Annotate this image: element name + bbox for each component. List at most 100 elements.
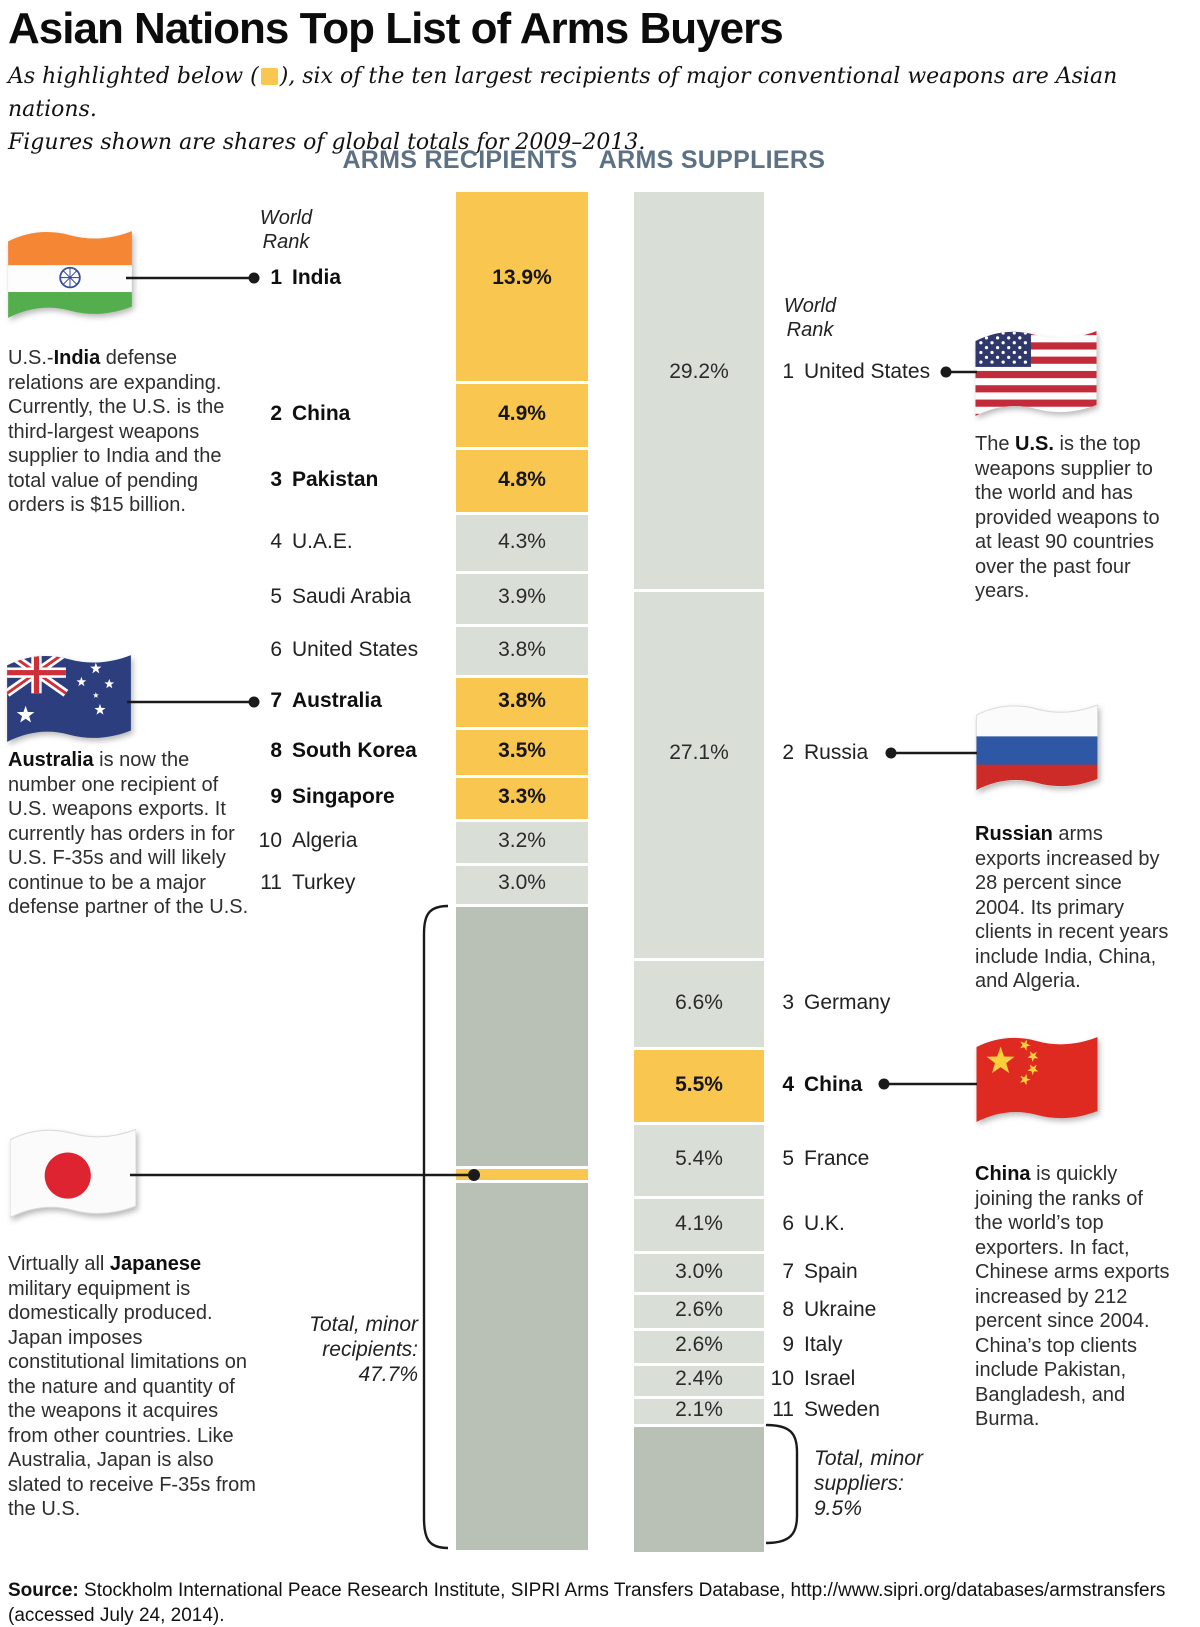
minor-suppliers-total-label: Total, minor suppliers: 9.5% [814, 1447, 923, 1520]
country-name: Israel [804, 1367, 856, 1391]
recipients-segment-saudi-arabia [456, 570, 588, 624]
china-annotation: China is quickly joining the ranks of th… [975, 1163, 1170, 1430]
recipients-segment-u-a-e [456, 512, 588, 571]
suppliers-segment-russia [634, 589, 764, 958]
suppliers-stacked-bar [634, 192, 764, 1552]
suppliers-row-united-states: 1 United States [768, 358, 988, 386]
country-name: Ukraine [804, 1297, 877, 1321]
rank-number: 1 [782, 360, 794, 383]
suppliers-segment-sweden [634, 1395, 764, 1425]
rank-number: 3 [782, 990, 794, 1014]
australia-annotation: Australia is now the number one recipien… [8, 749, 249, 918]
suppliers-segment-ukraine [634, 1292, 764, 1328]
suppliers-pct-china: 5.5% [675, 1072, 723, 1096]
suppliers-pct-sweden: 2.1% [675, 1397, 723, 1421]
japan-highlight-marker [456, 1166, 588, 1184]
country-name: Russia [804, 741, 869, 764]
suppliers-row-italy: 9 Italy [768, 1331, 988, 1359]
recipients-row-u-a-e: 4 U.A.E. [248, 528, 448, 556]
page-title: Asian Nations Top List of Arms Buyers [8, 4, 784, 53]
country-name: Italy [804, 1333, 843, 1357]
recipients-row-pakistan: 3 Pakistan [248, 466, 448, 494]
india-flag-icon [8, 231, 132, 318]
suppliers-segment-spain [634, 1251, 764, 1293]
recipients-pct-pakistan: 4.8% [498, 467, 546, 491]
suppliers-column-header: ARMS SUPPLIERS [598, 146, 826, 174]
recipients-pct-u-a-e: 4.3% [498, 529, 546, 553]
rank-number: 11 [772, 1397, 794, 1421]
recipients-row-south-korea: 8 South Korea [248, 737, 448, 765]
rank-number: 3 [270, 467, 282, 491]
recipients-segment-south-korea [456, 726, 588, 775]
country-name: Singapore [292, 784, 395, 808]
world-rank-label-suppliers: World Rank [783, 295, 837, 341]
rank-number: 6 [782, 1211, 794, 1235]
rank-number: 10 [770, 1367, 794, 1391]
rank-number: 9 [270, 784, 282, 808]
suppliers-pct-germany: 6.6% [675, 990, 723, 1014]
country-name: China [804, 1072, 863, 1096]
recipients-row-singapore: 9 Singapore [248, 783, 448, 811]
country-name: China [292, 402, 351, 426]
recipients-pct-algeria: 3.2% [498, 829, 546, 853]
china-flag-icon [976, 1037, 1098, 1122]
recipients-pct-south-korea: 3.5% [498, 738, 546, 762]
rank-number: 11 [260, 871, 282, 895]
recipients-segment-india [456, 192, 588, 381]
suppliers-row-ukraine: 8 Ukraine [768, 1296, 988, 1324]
rank-number: 9 [782, 1333, 794, 1357]
suppliers-segment-israel [634, 1362, 764, 1396]
rank-number: 5 [782, 1146, 794, 1170]
recipients-segment-turkey [456, 862, 588, 904]
country-name: France [804, 1146, 870, 1170]
country-name: Australia [292, 689, 382, 713]
suppliers-pct-united-states: 29.2% [669, 360, 729, 383]
country-name: South Korea [292, 738, 417, 762]
recipients-row-saudi-arabia: 5 Saudi Arabia [248, 583, 448, 611]
rank-number: 7 [270, 689, 282, 713]
country-name: U.K. [804, 1211, 845, 1235]
suppliers-segment-total-minor-suppliers [634, 1424, 764, 1552]
recipients-segment-china [456, 380, 588, 448]
country-name: Saudi Arabia [292, 585, 412, 609]
rank-number: 8 [270, 738, 282, 762]
recipients-pct-china: 4.9% [498, 402, 546, 426]
suppliers-segment-germany [634, 957, 764, 1048]
minor-recipients-bracket [422, 904, 449, 1550]
recipients-pct-united-states: 3.8% [498, 637, 546, 661]
suppliers-pct-u-k: 4.1% [675, 1211, 723, 1235]
recipients-pct-singapore: 3.3% [498, 784, 546, 808]
india-annotation: U.S.-India defense relations are expandi… [8, 347, 225, 516]
japan-flag-icon [10, 1128, 136, 1219]
suppliers-pct-italy: 2.6% [675, 1333, 723, 1357]
recipients-segment-total-minor-recipients [456, 903, 588, 1550]
recipients-column-header: ARMS RECIPIENTS [342, 146, 578, 174]
rank-number: 8 [782, 1297, 794, 1321]
rank-number: 1 [270, 266, 282, 289]
country-name: Turkey [292, 871, 356, 895]
world-rank-label-recipients: World Rank [259, 207, 313, 253]
country-name: United States [292, 637, 419, 661]
recipients-pct-saudi-arabia: 3.9% [498, 585, 546, 609]
rank-number: 4 [270, 529, 282, 553]
us-flag-icon [975, 331, 1097, 416]
rank-number: 2 [270, 402, 282, 426]
suppliers-segment-u-k [634, 1195, 764, 1252]
suppliers-pct-france: 5.4% [675, 1146, 723, 1170]
subtitle-post: ), six of the ten largest recipients of … [8, 64, 1118, 122]
country-name: India [292, 266, 342, 289]
rank-number: 10 [258, 829, 282, 853]
recipients-pct-india: 13.9% [492, 266, 552, 289]
suppliers-segment-france [634, 1122, 764, 1196]
subtitle-pre: As highlighted below ( [8, 64, 259, 89]
country-name: Sweden [804, 1397, 880, 1421]
rank-number: 6 [270, 637, 282, 661]
suppliers-segment-italy [634, 1327, 764, 1363]
recipients-row-australia: 7 Australia [248, 687, 448, 715]
suppliers-pct-israel: 2.4% [675, 1367, 723, 1391]
recipients-row-china: 2 China [248, 400, 448, 428]
suppliers-segment-china [634, 1047, 764, 1123]
suppliers-row-russia: 2 Russia [768, 739, 988, 767]
recipients-stacked-bar [456, 192, 588, 1550]
recipients-row-algeria: 10 Algeria [248, 827, 448, 855]
